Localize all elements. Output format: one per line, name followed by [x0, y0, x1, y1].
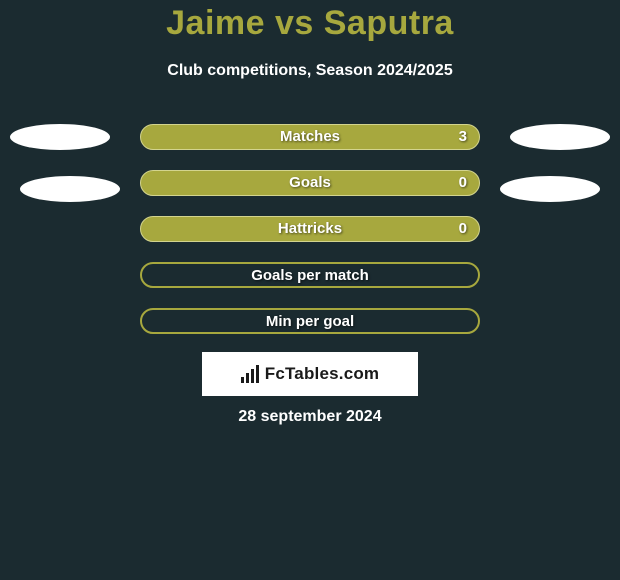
stat-rows: Matches3Goals0Hattricks0Goals per matchM… [0, 124, 620, 354]
stat-value-right: 0 [459, 220, 467, 237]
bars-icon [241, 365, 259, 383]
comparison-infographic: Jaime vs Saputra Club competitions, Seas… [0, 0, 620, 580]
logo-text: FcTables.com [265, 364, 380, 384]
stat-pill: Goals0 [140, 170, 480, 196]
source-logo: FcTables.com [202, 352, 418, 396]
stat-label: Goals per match [142, 267, 478, 284]
stat-row: Hattricks0 [0, 216, 620, 262]
stat-pill: Hattricks0 [140, 216, 480, 242]
stat-row: Goals per match [0, 262, 620, 308]
stat-pill: Matches3 [140, 124, 480, 150]
side-marker [500, 176, 600, 202]
stat-value-right: 0 [459, 174, 467, 191]
side-marker [510, 124, 610, 150]
stat-label: Matches [141, 128, 479, 145]
stat-row: Min per goal [0, 308, 620, 354]
side-marker [20, 176, 120, 202]
stat-label: Goals [141, 174, 479, 191]
page-title: Jaime vs Saputra [0, 4, 620, 43]
side-marker [10, 124, 110, 150]
stat-label: Hattricks [141, 220, 479, 237]
season-subtitle: Club competitions, Season 2024/2025 [0, 62, 620, 80]
stat-value-right: 3 [459, 128, 467, 145]
stat-pill: Goals per match [140, 262, 480, 288]
snapshot-date: 28 september 2024 [0, 408, 620, 426]
stat-pill: Min per goal [140, 308, 480, 334]
stat-label: Min per goal [142, 313, 478, 330]
